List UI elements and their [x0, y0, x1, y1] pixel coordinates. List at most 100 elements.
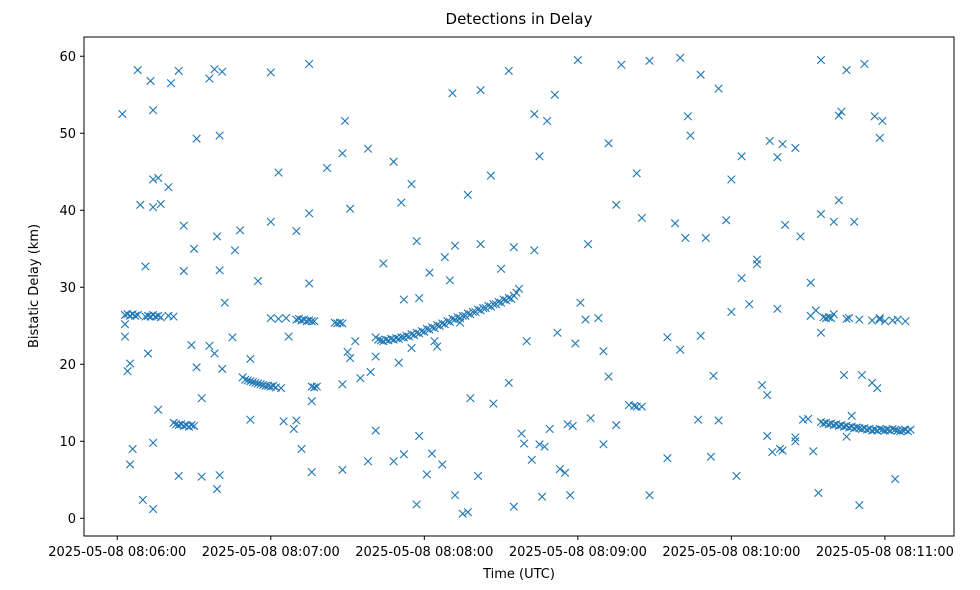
data-point-marker	[415, 431, 424, 441]
data-point-marker	[432, 342, 442, 351]
data-point-marker	[489, 300, 498, 309]
data-point-marker	[527, 455, 536, 464]
data-point-marker	[243, 376, 252, 385]
data-point-marker	[773, 304, 782, 314]
data-point-marker	[857, 370, 867, 380]
data-point-marker	[450, 241, 460, 250]
data-point-marker	[476, 239, 485, 249]
data-point-marker	[304, 279, 314, 288]
data-point-marker	[816, 55, 826, 65]
data-point-marker	[351, 336, 360, 346]
data-point-marker	[412, 236, 421, 246]
data-point-marker	[791, 143, 800, 153]
data-point-marker	[141, 262, 150, 271]
data-point-marker	[875, 315, 884, 324]
data-point-marker	[338, 465, 347, 474]
data-point-marker	[604, 139, 613, 148]
data-point-marker	[164, 182, 173, 192]
data-point-marker	[844, 313, 854, 323]
data-point-marker	[535, 440, 544, 449]
data-point-marker	[269, 381, 278, 391]
data-point-marker	[727, 307, 736, 317]
data-point-marker	[217, 67, 227, 76]
data-point-marker	[612, 200, 621, 210]
data-point-marker	[215, 266, 224, 275]
data-point-marker	[430, 336, 439, 346]
data-point-marker	[867, 316, 877, 325]
data-point-marker	[809, 447, 818, 456]
data-point-marker	[458, 311, 467, 320]
data-point-marker	[842, 65, 851, 75]
data-point-marker	[573, 55, 583, 65]
data-point-marker	[499, 295, 508, 304]
data-point-marker	[468, 307, 478, 317]
data-point-marker	[773, 152, 782, 162]
data-point-marker	[496, 264, 506, 273]
data-point-marker	[146, 76, 155, 86]
data-point-marker	[192, 363, 201, 372]
y-axis: 0 10 20 30 40 50 60	[59, 50, 84, 527]
data-point-marker	[727, 175, 736, 184]
data-point-marker	[304, 209, 314, 218]
data-point-marker	[187, 420, 196, 430]
data-point-marker	[427, 449, 437, 458]
data-point-marker	[412, 500, 421, 509]
data-point-marker	[663, 333, 672, 342]
data-point-marker	[816, 328, 826, 337]
data-point-marker	[210, 349, 219, 358]
data-point-marker	[187, 340, 196, 350]
data-point-marker	[583, 239, 593, 249]
data-point-marker	[356, 373, 365, 383]
data-point-marker	[696, 70, 705, 79]
data-point-marker	[363, 144, 373, 153]
data-point-marker	[128, 444, 137, 454]
x-tick-label: 2025-05-08 08:06:00	[48, 545, 186, 560]
data-point-marker	[494, 297, 503, 307]
data-point-marker	[235, 226, 245, 235]
data-point-marker	[136, 200, 145, 210]
data-point-marker	[438, 319, 447, 328]
data-point-marker	[118, 109, 127, 119]
data-point-marker	[535, 152, 544, 161]
data-point-marker	[586, 413, 595, 423]
data-point-marker	[594, 313, 603, 323]
data-point-marker	[445, 276, 455, 285]
data-point-marker	[504, 378, 513, 387]
data-point-marker	[345, 353, 355, 363]
data-point-marker	[307, 316, 316, 326]
data-point-marker	[154, 405, 163, 414]
data-point-marker	[463, 190, 473, 200]
data-point-marker	[701, 233, 710, 243]
data-point-marker	[814, 488, 823, 498]
data-point-marker	[839, 370, 849, 380]
data-point-marker	[599, 346, 608, 356]
data-point-marker	[816, 209, 826, 219]
data-point-marker	[540, 442, 549, 451]
data-point-marker	[417, 326, 426, 336]
data-point-marker	[645, 56, 654, 66]
x-axis-label: Time (UTC)	[482, 567, 555, 582]
data-point-marker	[338, 380, 347, 389]
data-point-marker	[156, 199, 165, 209]
data-point-marker	[422, 470, 432, 479]
data-point-marker	[379, 259, 388, 268]
data-point-marker	[197, 393, 206, 403]
data-point-marker	[179, 221, 188, 230]
data-point-marker	[133, 310, 142, 320]
data-point-marker	[803, 414, 813, 424]
data-point-marker	[399, 450, 409, 459]
data-point-marker	[274, 168, 283, 177]
data-point-marker	[645, 490, 654, 500]
data-point-marker	[432, 320, 442, 330]
data-point-marker	[860, 59, 869, 69]
data-point-marker	[504, 66, 513, 76]
y-tick-label: 40	[59, 204, 76, 219]
data-point-marker	[765, 136, 774, 146]
data-point-marker	[343, 347, 352, 357]
data-point-marker	[855, 315, 864, 324]
data-point-marker	[903, 427, 913, 436]
data-point-marker	[310, 316, 319, 326]
data-point-marker	[310, 383, 319, 392]
data-point-marker	[629, 401, 639, 411]
